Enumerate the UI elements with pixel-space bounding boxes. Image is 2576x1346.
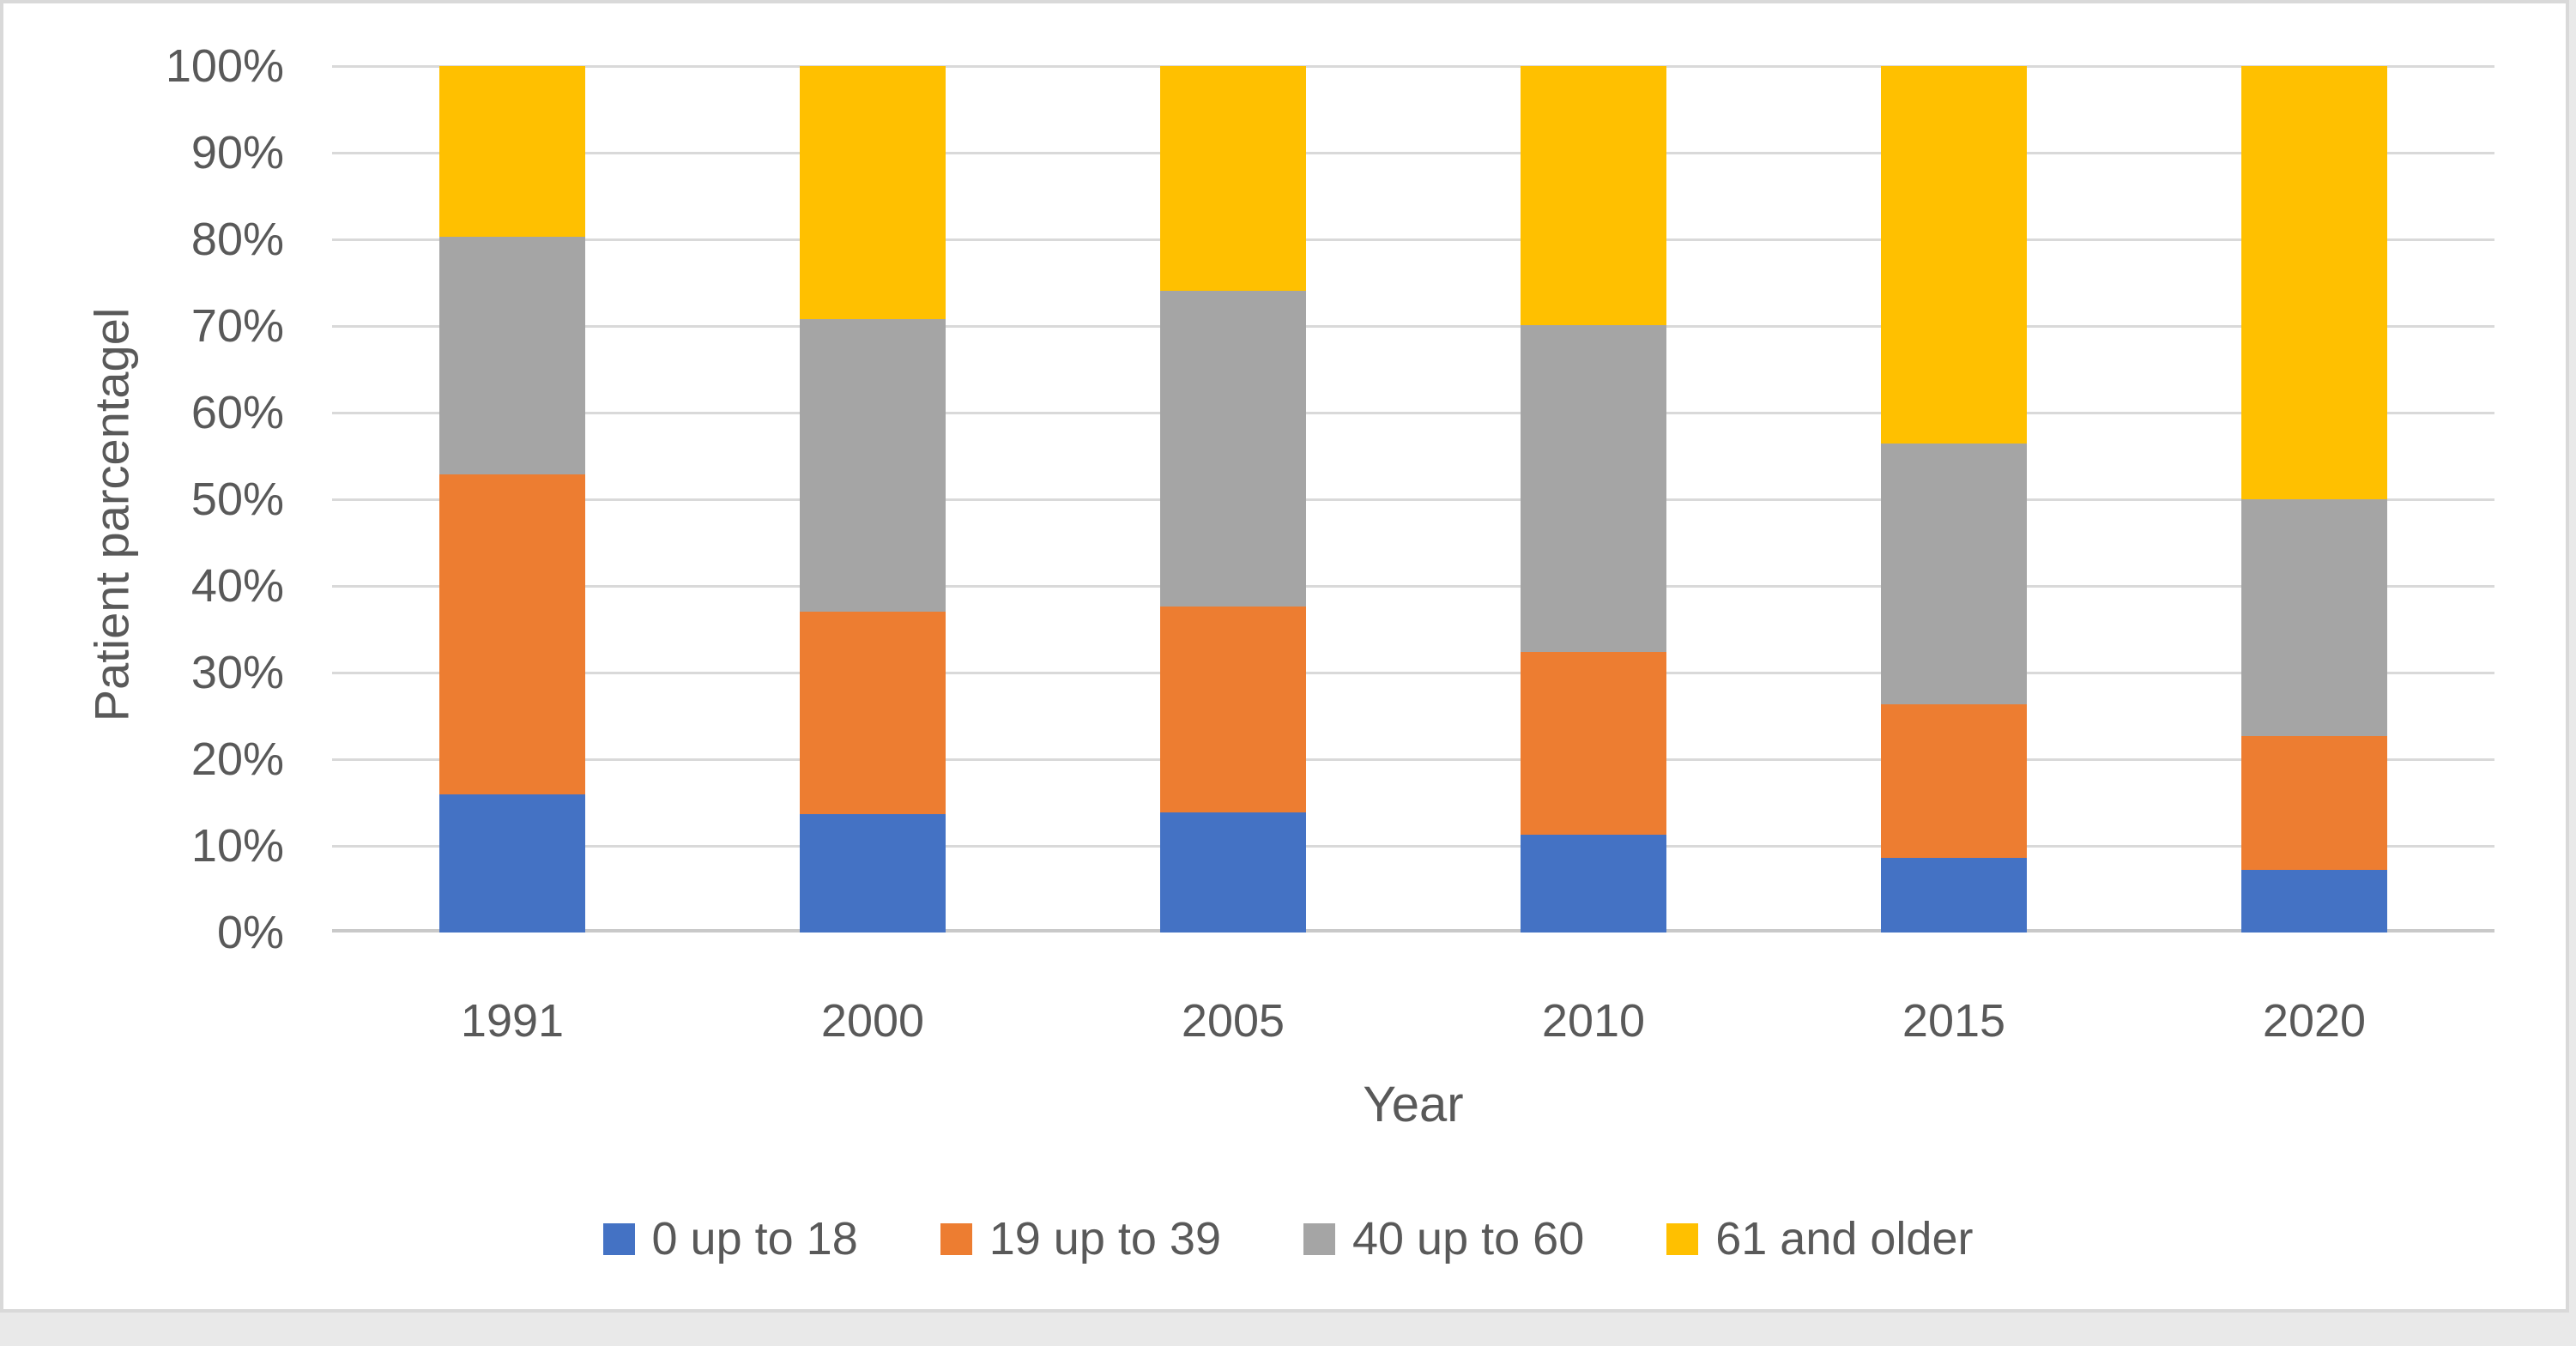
bar-segment xyxy=(1881,704,2027,859)
gridline xyxy=(332,238,2494,241)
y-tick-label: 10% xyxy=(190,820,284,872)
bar-segment xyxy=(1521,651,1666,835)
y-tick-label: 30% xyxy=(190,647,284,698)
legend-item: 61 and older xyxy=(1666,1212,1973,1265)
x-axis-title: Year xyxy=(1363,1077,1464,1132)
x-axis-line xyxy=(332,929,2494,933)
bar-segment xyxy=(1881,444,2027,705)
gridline xyxy=(332,65,2494,68)
stacked-bar-2020 xyxy=(2241,66,2387,933)
y-tick-label: 100% xyxy=(165,40,284,92)
gridline xyxy=(332,585,2494,588)
gridlines xyxy=(332,65,2494,933)
x-tick-label: 1991 xyxy=(460,995,565,1047)
legend-marker xyxy=(602,1222,635,1255)
bar-segment xyxy=(800,612,946,814)
category-slot xyxy=(2134,66,2494,933)
category-slot xyxy=(1053,66,1413,933)
x-tick-label: 2005 xyxy=(1181,995,1285,1047)
y-tick-label: 0% xyxy=(216,907,284,958)
bar-segment xyxy=(1160,812,1306,933)
gridline xyxy=(332,845,2494,848)
stacked-bar-2005 xyxy=(1160,66,1306,933)
bar-segment xyxy=(439,794,585,933)
category-slot xyxy=(1413,66,1774,933)
bar-segment xyxy=(1160,607,1306,812)
gridline xyxy=(332,498,2494,501)
bars xyxy=(332,66,2494,933)
category-slot xyxy=(332,66,692,933)
stacked-bar-2000 xyxy=(800,66,946,933)
plot-area xyxy=(332,65,2494,933)
bar-segment xyxy=(800,318,946,613)
gridline xyxy=(332,758,2494,761)
bar-segment xyxy=(1160,66,1306,291)
legend-item: 0 up to 18 xyxy=(602,1212,858,1265)
gridline xyxy=(332,672,2494,674)
category-slot xyxy=(1774,66,2134,933)
y-tick-label: 70% xyxy=(190,300,284,352)
gridline xyxy=(332,325,2494,328)
y-tick-label: 50% xyxy=(190,474,284,525)
bar-segment xyxy=(439,66,585,237)
stacked-bar-2015 xyxy=(1881,66,2027,933)
gridline xyxy=(332,152,2494,154)
y-tick-label: 40% xyxy=(190,560,284,612)
legend: 0 up to 18 19 up to 39 40 up to 60 61 and o… xyxy=(3,1208,2573,1270)
x-tick-label: 2015 xyxy=(1902,995,2006,1047)
x-tick-label: 2010 xyxy=(1541,995,1646,1047)
bar-segment xyxy=(439,237,585,474)
y-tick-label: 60% xyxy=(190,387,284,438)
bar-segment xyxy=(2241,499,2387,736)
legend-marker xyxy=(1666,1222,1699,1255)
bar-segment xyxy=(1521,834,1666,933)
legend-label: 40 up to 60 xyxy=(1351,1213,1585,1265)
y-axis-labels: 0% 10% 20% 30% 40% 50% 60% 70% 80% 90% 100% xyxy=(3,43,284,956)
y-tick-label: 80% xyxy=(190,214,284,265)
legend-label: 0 up to 18 xyxy=(651,1213,858,1265)
category-slot xyxy=(692,66,1053,933)
legend-label: 61 and older xyxy=(1715,1213,1974,1265)
x-tick-label: 2020 xyxy=(2262,995,2367,1047)
legend-label: 19 up to 39 xyxy=(989,1213,1221,1265)
bar-segment xyxy=(2241,66,2387,500)
gridline xyxy=(332,412,2494,414)
stacked-bar-2010 xyxy=(1521,66,1666,933)
bar-segment xyxy=(1521,325,1666,652)
x-axis-labels: 1991 2000 2005 2010 2015 2020 xyxy=(332,984,2494,1058)
bar-segment xyxy=(800,66,946,319)
bar-segment xyxy=(1881,66,2027,444)
y-tick-label: 90% xyxy=(190,127,284,178)
bar-segment xyxy=(439,474,585,795)
bar-segment xyxy=(800,813,946,933)
stacked-bar-1991 xyxy=(439,66,585,933)
bar-segment xyxy=(1521,66,1666,325)
chart-frame: Patient parcentagel 0% 10% 20% 30% 40% 50% 60%… xyxy=(0,0,2569,1313)
legend-marker xyxy=(1303,1222,1335,1255)
y-tick-label: 20% xyxy=(190,733,284,785)
legend-item: 19 up to 39 xyxy=(940,1212,1221,1265)
x-tick-label: 2000 xyxy=(820,995,925,1047)
bar-segment xyxy=(2241,870,2387,933)
bar-segment xyxy=(2241,735,2387,871)
legend-marker xyxy=(940,1222,972,1255)
bar-segment xyxy=(1881,858,2027,933)
legend-item: 40 up to 60 xyxy=(1303,1212,1584,1265)
bar-segment xyxy=(1160,290,1306,607)
